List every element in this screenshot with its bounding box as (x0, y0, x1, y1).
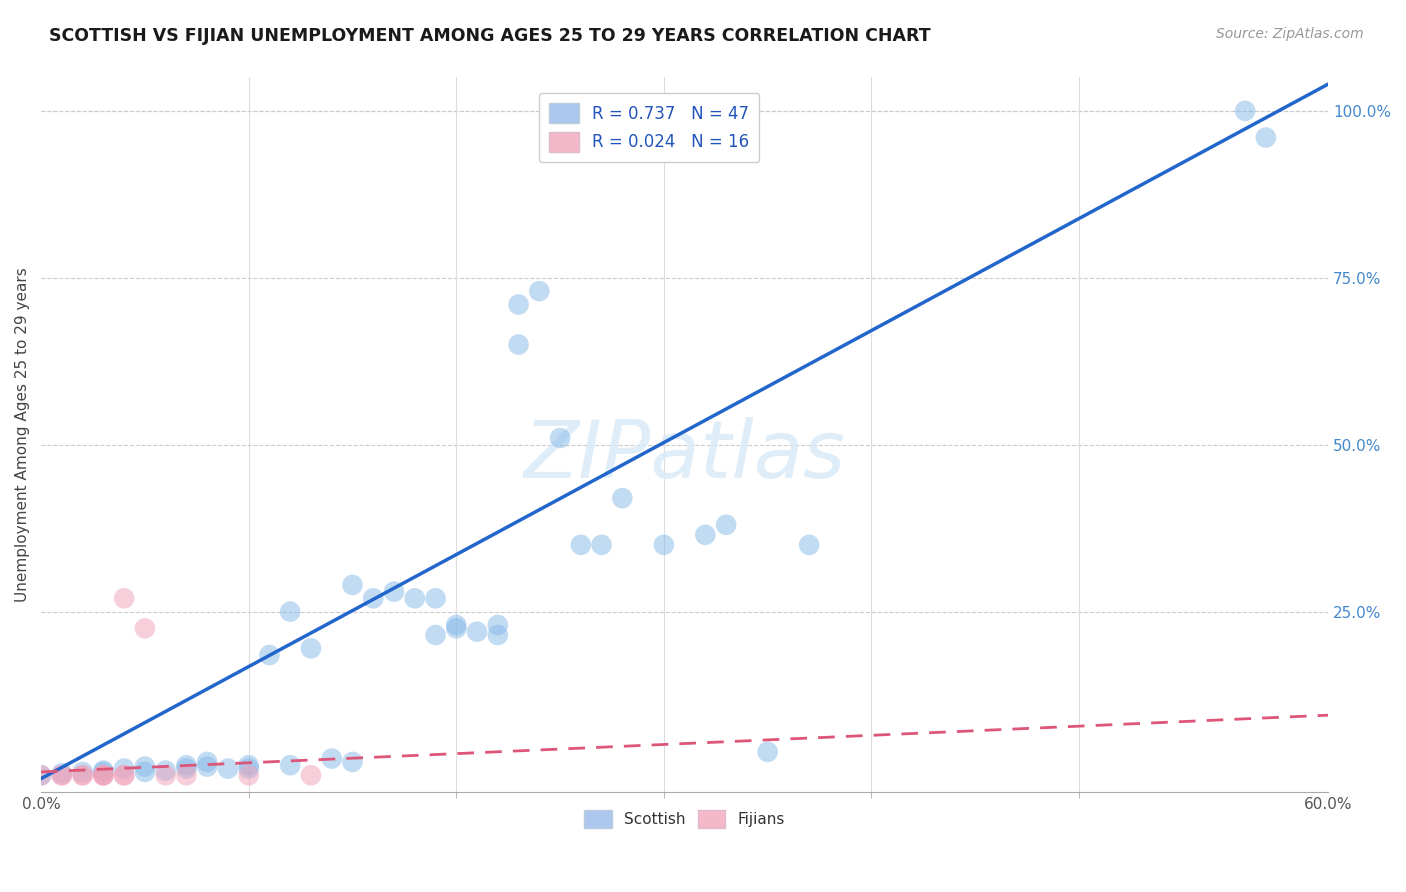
Point (134, 621, 156, 635)
Point (134, 759, 156, 773)
Point (342, 578, 364, 592)
Point (382, 584, 405, 599)
Point (238, 758, 260, 772)
Point (1234, 103, 1257, 118)
Point (176, 768, 198, 782)
Point (176, 758, 198, 772)
Point (93, 764, 115, 779)
Point (51, 768, 73, 782)
Point (342, 755, 364, 769)
Point (799, 538, 821, 552)
Point (72, 768, 94, 782)
Point (569, 538, 592, 552)
Point (321, 751, 343, 765)
Point (361, 591, 384, 606)
Point (195, 759, 218, 773)
Point (112, 762, 135, 776)
Point (465, 624, 488, 639)
Point (486, 618, 509, 632)
Point (508, 297, 530, 311)
Point (72, 768, 94, 782)
Point (591, 538, 613, 552)
Point (112, 591, 135, 606)
Point (112, 768, 135, 782)
Legend: Scottish, Fijians: Scottish, Fijians (578, 804, 792, 834)
Point (155, 764, 177, 778)
Point (112, 768, 135, 782)
Point (238, 762, 260, 776)
Point (446, 621, 468, 635)
Point (486, 628, 509, 642)
Point (1254, 130, 1277, 145)
Point (93, 768, 115, 782)
Point (51, 766, 73, 780)
Point (93, 768, 115, 782)
Text: SCOTTISH VS FIJIAN UNEMPLOYMENT AMONG AGES 25 TO 29 YEARS CORRELATION CHART: SCOTTISH VS FIJIAN UNEMPLOYMENT AMONG AG… (49, 27, 931, 45)
Point (714, 517, 737, 532)
Text: Source: ZipAtlas.com: Source: ZipAtlas.com (1216, 27, 1364, 41)
Point (695, 528, 717, 542)
Point (176, 762, 198, 776)
Point (93, 764, 115, 778)
Point (299, 641, 322, 656)
Y-axis label: Unemployment Among Ages 25 to 29 years: Unemployment Among Ages 25 to 29 years (15, 268, 30, 602)
Point (72, 764, 94, 779)
Point (259, 648, 281, 662)
Point (446, 618, 468, 632)
Point (756, 745, 779, 759)
Point (299, 768, 322, 782)
Point (508, 337, 530, 351)
Point (425, 628, 447, 642)
Point (612, 491, 634, 505)
Point (238, 768, 260, 782)
Point (425, 591, 447, 606)
Point (93, 768, 115, 782)
Point (548, 431, 571, 445)
Point (652, 538, 675, 552)
Text: ZIPatlas: ZIPatlas (523, 417, 845, 495)
Point (278, 605, 301, 619)
Point (404, 591, 426, 606)
Point (278, 758, 301, 772)
Point (134, 764, 156, 779)
Point (529, 284, 551, 298)
Point (51, 768, 73, 782)
Point (155, 768, 177, 782)
Point (30, 768, 52, 782)
Point (30, 768, 52, 782)
Point (195, 755, 218, 769)
Point (217, 762, 239, 776)
